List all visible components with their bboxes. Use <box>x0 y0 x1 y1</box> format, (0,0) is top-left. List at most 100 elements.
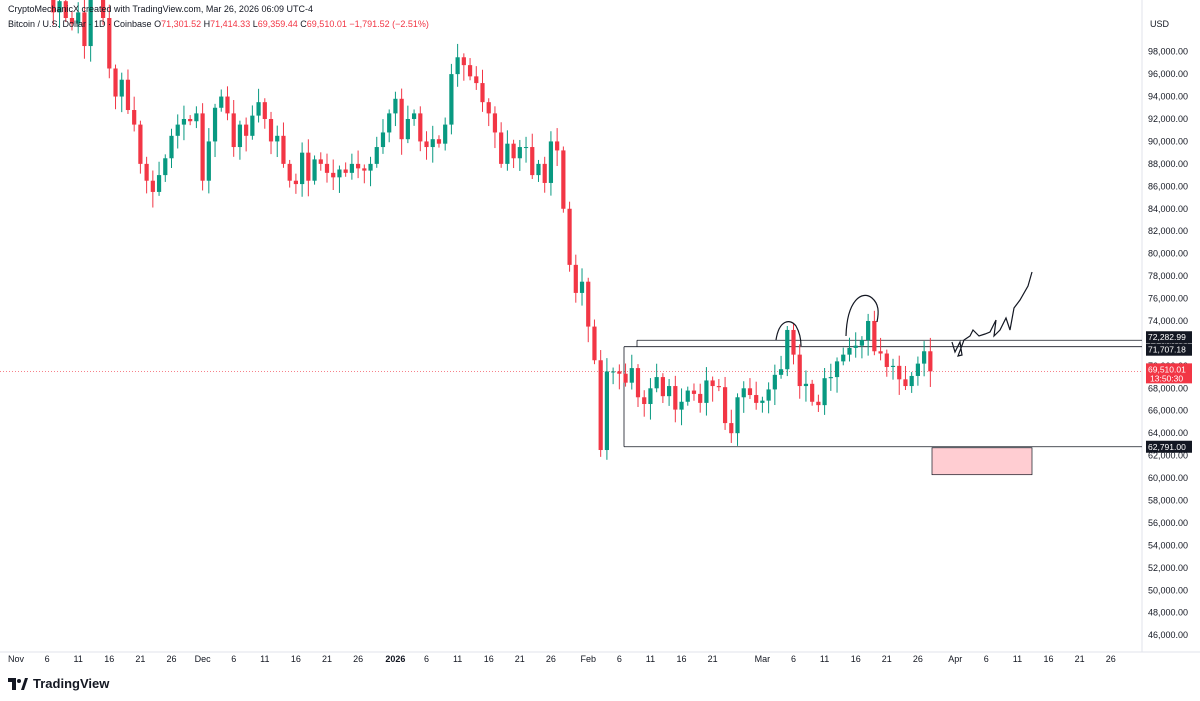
candle-down <box>293 173 298 194</box>
y-tick-label: 74,000.00 <box>1148 316 1188 326</box>
candle-up <box>88 0 93 62</box>
candle-up <box>579 268 585 306</box>
candle-body <box>716 386 721 388</box>
candle-up <box>237 120 243 160</box>
candle-down <box>710 376 715 402</box>
candle-body <box>362 168 367 171</box>
candle-body <box>536 163 541 176</box>
candle-body <box>125 79 131 111</box>
candle-up <box>212 103 218 158</box>
x-tick-label: 11 <box>646 654 655 664</box>
candle-body <box>492 113 498 133</box>
x-tick-label: 16 <box>484 654 494 664</box>
y-tick-label: 80,000.00 <box>1148 249 1188 259</box>
candle-down <box>467 58 473 81</box>
candle-down <box>262 98 267 129</box>
low-value: 69,359.44 <box>257 19 298 29</box>
candle-down <box>729 409 734 443</box>
candle-body <box>349 163 354 173</box>
y-tick-label: 62,000.00 <box>1148 451 1188 461</box>
candle-up <box>175 114 180 149</box>
x-tick-label: 26 <box>1106 654 1116 664</box>
level-badge-support: 62,791.00 <box>1148 442 1186 452</box>
candle-body <box>499 132 504 164</box>
candle-up <box>803 370 809 402</box>
candle-body <box>623 373 628 383</box>
drawing-arc-first-peak <box>775 321 802 347</box>
candle-body <box>828 377 833 379</box>
candle-body <box>188 118 193 122</box>
y-tick-label: 90,000.00 <box>1148 136 1188 146</box>
candle-body <box>399 98 404 140</box>
candle-body <box>778 369 784 375</box>
candle-up <box>300 142 305 197</box>
candle-down <box>642 390 647 417</box>
candle-body <box>156 175 162 192</box>
candle-down <box>63 0 68 22</box>
x-tick-label: 11 <box>1013 654 1022 664</box>
level-badge-upper: 72,282.99 <box>1148 332 1186 342</box>
candle-down <box>231 100 236 157</box>
candle-up <box>119 72 124 113</box>
target-zone-box <box>931 447 1033 476</box>
candle-down <box>567 201 572 272</box>
price-badges: 72,282.99 71,707.18 62,791.00 69,510.0113:5… <box>1146 331 1192 453</box>
chart-grid <box>0 0 1200 653</box>
candle-body <box>51 0 56 13</box>
currency-label[interactable]: USD <box>1150 19 1170 29</box>
y-tick-label: 86,000.00 <box>1148 181 1188 191</box>
y-axis-labels: 46,000.00 48,000.00 50,000.00 52,000.00 54,0… <box>1148 47 1188 641</box>
x-tick-label: 26 <box>166 654 176 664</box>
candle-body <box>331 172 336 178</box>
candle-body <box>200 113 205 181</box>
change-value: −1,791.52 (−2.51%) <box>349 19 429 29</box>
candle-body <box>163 158 168 176</box>
candle-up <box>890 358 896 380</box>
candle-up <box>349 153 354 180</box>
candle-body <box>119 79 124 97</box>
candle-down <box>903 365 908 390</box>
candle-body <box>909 375 914 387</box>
candle-up <box>206 128 211 194</box>
candle-down <box>113 64 118 110</box>
candle-up <box>859 336 865 359</box>
candle-body <box>816 401 821 406</box>
candle-down <box>132 96 137 132</box>
candle-down <box>418 106 423 152</box>
candle-down <box>561 146 566 213</box>
candle-body <box>598 360 603 451</box>
candle-down <box>244 117 249 152</box>
candle-body <box>567 208 572 265</box>
candle-body <box>722 387 728 424</box>
candle-body <box>250 115 255 136</box>
candle-down <box>673 375 678 423</box>
candle-body <box>704 380 709 403</box>
candle-up <box>380 119 386 154</box>
candle-up <box>847 337 852 362</box>
candle-up <box>760 396 765 413</box>
tradingview-logo[interactable]: TradingView <box>8 676 109 691</box>
candle-down <box>530 133 535 180</box>
candle-body <box>673 386 678 410</box>
candle-down <box>511 139 516 169</box>
candle-down <box>138 120 143 174</box>
candle-down <box>573 254 578 303</box>
candle-body <box>244 124 249 136</box>
y-tick-label: 68,000.00 <box>1148 383 1188 393</box>
candle-body <box>710 380 715 387</box>
candle-up <box>828 363 833 391</box>
candle-up <box>449 63 454 135</box>
candle-down <box>107 4 112 79</box>
candle-body <box>555 141 560 151</box>
candle-body <box>461 57 466 66</box>
horizontal-levels[interactable] <box>623 339 1142 476</box>
candle-body <box>928 351 933 372</box>
candle-body <box>797 354 802 387</box>
candle-down <box>480 69 485 112</box>
candle-body <box>698 393 703 403</box>
x-tick-label: 21 <box>322 654 332 664</box>
candle-body <box>922 351 927 364</box>
candle-down <box>598 350 603 457</box>
candle-body <box>88 0 93 47</box>
